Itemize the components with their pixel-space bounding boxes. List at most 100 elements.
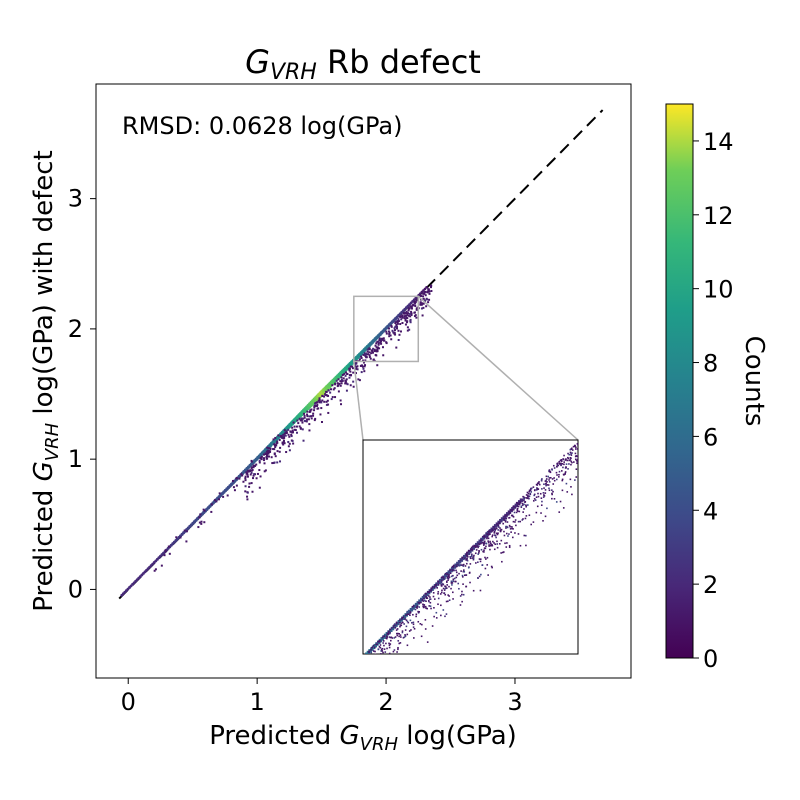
density-cell bbox=[282, 434, 285, 437]
density-cell bbox=[260, 457, 263, 460]
inset-density-cell bbox=[570, 453, 572, 455]
inset-density-cell bbox=[386, 636, 389, 638]
density-cell bbox=[388, 331, 391, 334]
inset-density-cell bbox=[536, 505, 539, 508]
inset-density-cell bbox=[386, 633, 389, 635]
inset-density-cell bbox=[458, 564, 461, 567]
inset-density-cell bbox=[505, 532, 508, 535]
inset-density-cell bbox=[418, 602, 421, 604]
density-cell bbox=[274, 445, 277, 448]
density-cell bbox=[338, 382, 341, 385]
density-cell bbox=[276, 440, 279, 443]
density-cell bbox=[348, 367, 351, 370]
inset-density-cell bbox=[432, 591, 435, 594]
density-cell bbox=[376, 348, 379, 351]
inset-density-cell bbox=[552, 490, 554, 493]
density-cell bbox=[330, 398, 333, 401]
inset-density-cell bbox=[404, 618, 406, 620]
inset-density-cell bbox=[482, 550, 484, 553]
density-cell bbox=[373, 348, 376, 351]
density-cell bbox=[232, 486, 235, 489]
inset-density-cell bbox=[502, 522, 505, 525]
colorbar-label: Counts bbox=[739, 336, 769, 427]
density-cell bbox=[246, 495, 249, 498]
inset-density-cell bbox=[547, 484, 550, 486]
density-cell bbox=[210, 503, 213, 506]
density-cell bbox=[275, 442, 278, 445]
density-cell bbox=[246, 475, 249, 478]
inset-density-cell bbox=[401, 630, 404, 632]
inset-density-cell bbox=[425, 597, 428, 600]
inset-density-cell bbox=[508, 512, 511, 515]
inset-density-cell bbox=[482, 542, 485, 545]
inset-density-cell bbox=[506, 514, 508, 516]
density-cell bbox=[355, 365, 358, 368]
density-cell bbox=[356, 368, 359, 371]
density-cell bbox=[303, 419, 306, 422]
inset-density-cell bbox=[431, 586, 434, 589]
density-cell bbox=[340, 380, 343, 383]
inset-density-cell bbox=[534, 499, 537, 501]
inset-density-cell bbox=[545, 475, 548, 478]
x-tick-label: 2 bbox=[378, 688, 393, 716]
density-cell bbox=[314, 402, 317, 405]
inset-density-cell bbox=[437, 603, 439, 606]
inset-density-cell bbox=[433, 606, 435, 609]
inset-density-cell bbox=[426, 641, 429, 643]
density-cell bbox=[406, 321, 409, 324]
inset-density-cell bbox=[366, 696, 368, 698]
density-cell bbox=[388, 332, 391, 335]
inset-density-cell bbox=[508, 544, 511, 547]
inset-density-cell bbox=[563, 463, 565, 466]
density-cell bbox=[385, 330, 388, 333]
density-cell bbox=[378, 347, 381, 350]
inset-density-cell bbox=[568, 463, 570, 465]
density-cell bbox=[415, 316, 418, 319]
inset-density-cell bbox=[399, 642, 402, 644]
inset-density-cell bbox=[549, 471, 552, 474]
inset-density-cell bbox=[493, 532, 496, 534]
inset-density-cell bbox=[482, 535, 484, 538]
density-cell bbox=[406, 313, 409, 316]
inset-density-cell bbox=[576, 462, 578, 465]
inset-density-cell bbox=[429, 596, 431, 598]
density-cell bbox=[427, 289, 430, 292]
inset-density-cell bbox=[488, 530, 490, 532]
density-cell bbox=[374, 344, 377, 347]
density-cell bbox=[401, 314, 404, 317]
inset-density-cell bbox=[563, 461, 565, 463]
inset-density-cell bbox=[484, 547, 487, 550]
density-cell bbox=[352, 371, 355, 374]
inset-density-cell bbox=[490, 543, 492, 546]
density-cell bbox=[318, 397, 321, 400]
density-cell bbox=[349, 365, 352, 368]
inset-density-cell bbox=[435, 584, 437, 586]
density-cell bbox=[385, 342, 388, 345]
inset-density-cell bbox=[499, 527, 501, 529]
inset-density-cell bbox=[462, 593, 465, 596]
density-cell bbox=[264, 452, 267, 455]
density-cell bbox=[197, 526, 200, 529]
inset-density-cell bbox=[416, 607, 418, 609]
density-cell bbox=[390, 324, 393, 327]
inset-density-cell bbox=[376, 642, 379, 644]
density-cell bbox=[298, 425, 301, 428]
inset-density-cell bbox=[575, 468, 578, 471]
inset-density-cell bbox=[433, 585, 436, 588]
inset-density-cell bbox=[548, 489, 551, 492]
inset-density-cell bbox=[469, 581, 471, 584]
inset-density-cell bbox=[436, 587, 438, 589]
density-cell bbox=[313, 406, 316, 409]
inset-density-cell bbox=[398, 635, 400, 638]
density-cell bbox=[276, 450, 279, 453]
inset-density-cell bbox=[401, 631, 404, 634]
inset-density-cell bbox=[502, 551, 505, 553]
inset-density-cell bbox=[371, 646, 374, 649]
density-cell bbox=[410, 306, 413, 309]
density-cell bbox=[263, 470, 266, 473]
inset-density-cell bbox=[422, 605, 424, 608]
inset-density-cell bbox=[483, 535, 485, 537]
inset-density-cell bbox=[545, 478, 548, 480]
inset-density-cell bbox=[465, 554, 468, 556]
density-cell bbox=[273, 448, 276, 451]
